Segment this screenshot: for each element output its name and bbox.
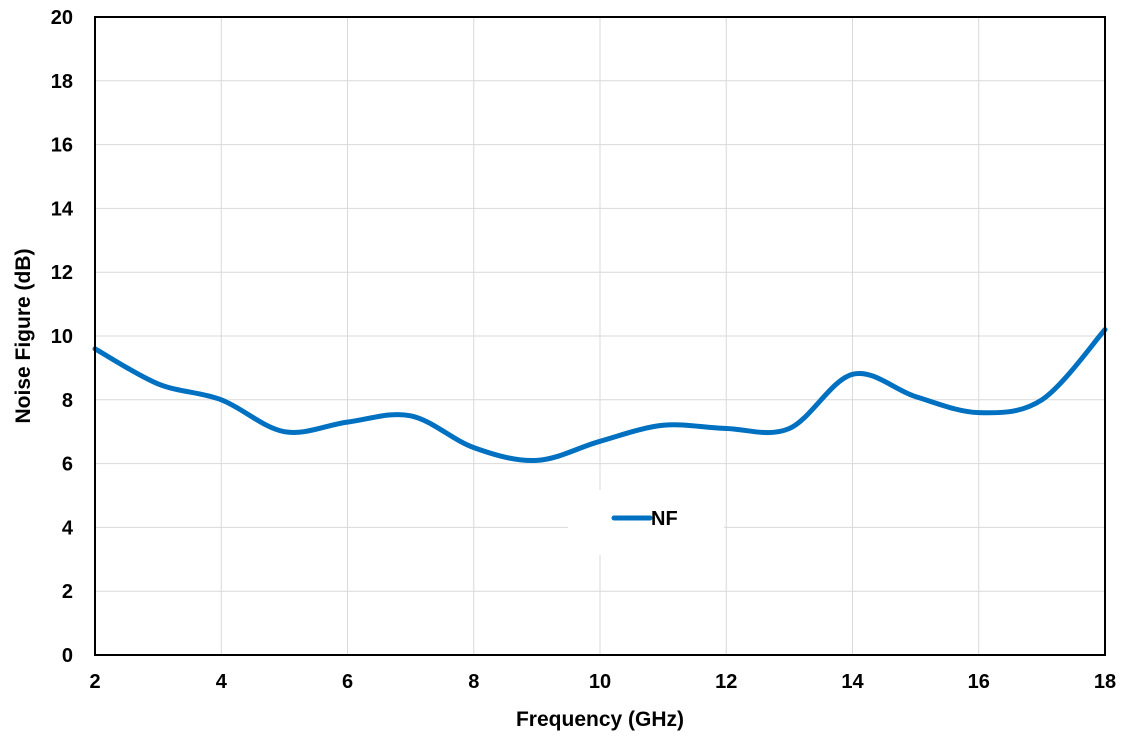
y-tick-label: 2 [62, 581, 73, 603]
y-tick-label: 4 [62, 517, 74, 539]
series-layer [92, 327, 1108, 463]
x-tick-label: 14 [841, 671, 864, 693]
y-tick-label: 0 [62, 645, 73, 667]
x-tick-label: 10 [589, 671, 611, 693]
x-tick-label: 12 [715, 671, 737, 693]
y-tick-label: 12 [51, 262, 73, 284]
gridlines [95, 17, 1105, 655]
y-tick-label: 20 [51, 7, 73, 29]
x-axis-title: Frequency (GHz) [516, 708, 684, 731]
x-tick-label: 4 [216, 671, 228, 693]
y-axis-tick-labels: 0 2 4 6 8 10 12 14 16 18 20 [51, 7, 74, 667]
x-tick-label: 2 [89, 671, 100, 693]
series-line-nf [92, 327, 1108, 463]
y-tick-label: 6 [62, 454, 73, 476]
y-tick-label: 8 [62, 390, 73, 412]
x-tick-label: 18 [1094, 671, 1116, 693]
x-tick-label: 8 [468, 671, 479, 693]
y-tick-label: 10 [51, 326, 73, 348]
y-tick-label: 18 [51, 71, 73, 93]
x-axis-tick-labels: 2 4 6 8 10 12 14 16 18 [89, 671, 1116, 693]
x-tick-label: 6 [342, 671, 353, 693]
y-axis-title: Noise Figure (dB) [12, 248, 35, 423]
y-tick-label: 14 [51, 198, 74, 220]
legend: NF [568, 490, 724, 555]
y-tick-label: 16 [51, 135, 73, 157]
x-tick-label: 16 [968, 671, 990, 693]
legend-label-nf: NF [651, 508, 678, 530]
plot-area-border [94, 16, 1106, 656]
legend-background [568, 490, 724, 555]
